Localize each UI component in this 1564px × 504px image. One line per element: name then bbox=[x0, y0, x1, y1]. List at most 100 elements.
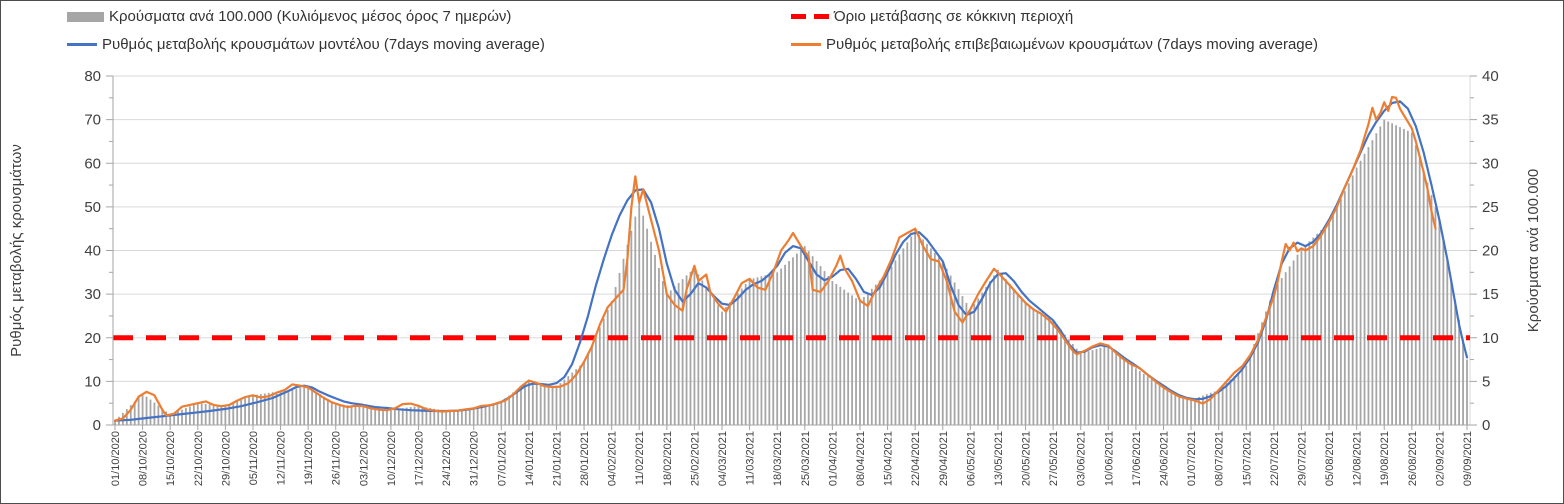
bar bbox=[835, 283, 838, 425]
bar bbox=[1079, 353, 1082, 425]
bar bbox=[1324, 226, 1326, 425]
bar bbox=[382, 409, 384, 425]
bar bbox=[531, 381, 534, 426]
bar bbox=[1430, 195, 1433, 425]
bar bbox=[665, 294, 668, 426]
bar bbox=[1016, 293, 1019, 425]
bar bbox=[1040, 312, 1043, 425]
x-tick-label: 03/12/2020 bbox=[358, 431, 370, 486]
legend-item-threshold: Όριο μετάβασης σε κόκκινη περιοχή bbox=[791, 8, 1073, 25]
bar bbox=[378, 408, 380, 425]
bar bbox=[196, 403, 199, 425]
bar bbox=[259, 394, 262, 425]
legend-item-confirmed-line: Ρυθμός μεταβολής επιβεβαιωμένων κρουσμάτ… bbox=[791, 36, 1318, 53]
bar bbox=[417, 405, 420, 425]
bar bbox=[591, 344, 593, 425]
bar bbox=[1202, 395, 1204, 425]
bar bbox=[476, 407, 479, 425]
bar bbox=[177, 411, 179, 425]
bar bbox=[421, 406, 424, 425]
bar bbox=[524, 383, 526, 425]
bar bbox=[587, 353, 589, 425]
bar bbox=[1410, 132, 1413, 425]
bar bbox=[1166, 389, 1169, 425]
bar bbox=[413, 406, 416, 425]
bar bbox=[1198, 396, 1200, 425]
bar bbox=[492, 403, 495, 425]
bar bbox=[709, 292, 712, 425]
y-right-tick-label: 0 bbox=[1482, 417, 1490, 434]
bar bbox=[918, 234, 920, 425]
bar bbox=[965, 302, 968, 425]
bar bbox=[662, 281, 664, 425]
bar bbox=[1272, 289, 1275, 425]
bar bbox=[200, 403, 203, 425]
bar bbox=[1138, 371, 1141, 425]
y-right-tick-label: 5 bbox=[1482, 373, 1490, 390]
bar bbox=[1064, 334, 1066, 425]
x-tick-label: 12/08/2021 bbox=[1352, 431, 1364, 486]
y-left-tick-label: 10 bbox=[84, 373, 101, 390]
bar bbox=[933, 252, 936, 425]
x-tick-label: 11/03/2021 bbox=[745, 431, 757, 485]
bar bbox=[725, 306, 727, 425]
model-line bbox=[113, 100, 1469, 422]
y-left-tick-label: 20 bbox=[84, 330, 101, 347]
bar bbox=[449, 410, 451, 425]
bar bbox=[571, 372, 574, 425]
bar bbox=[1119, 355, 1122, 425]
bar bbox=[768, 274, 771, 425]
bar bbox=[346, 405, 349, 425]
bar bbox=[1221, 386, 1224, 425]
bar bbox=[181, 409, 183, 425]
bar bbox=[1071, 343, 1074, 425]
bar bbox=[886, 272, 889, 425]
x-tick-label: 05/11/2020 bbox=[248, 431, 260, 485]
bar bbox=[232, 402, 235, 425]
bar bbox=[464, 409, 467, 425]
bar bbox=[863, 296, 865, 425]
bar bbox=[989, 281, 991, 425]
cases-bars bbox=[114, 119, 1468, 426]
x-tick-label: 06/05/2021 bbox=[965, 431, 977, 486]
x-tick-label: 12/11/2020 bbox=[276, 431, 288, 485]
bar bbox=[555, 386, 558, 425]
bar bbox=[1083, 352, 1086, 425]
bar bbox=[693, 267, 696, 425]
bar bbox=[457, 409, 459, 425]
bar bbox=[1320, 230, 1323, 425]
bar bbox=[855, 298, 857, 425]
bar bbox=[484, 405, 487, 425]
bar bbox=[342, 404, 345, 425]
bar bbox=[1123, 358, 1125, 425]
bar bbox=[732, 297, 735, 425]
bar bbox=[673, 286, 676, 425]
bar bbox=[362, 406, 365, 425]
y-left-tick-label: 50 bbox=[84, 199, 101, 216]
bar bbox=[1209, 392, 1212, 425]
x-tick-label: 08/10/2020 bbox=[138, 431, 150, 486]
bar bbox=[145, 396, 148, 425]
bar-swatch-icon bbox=[67, 11, 104, 22]
bar bbox=[598, 327, 601, 425]
bar bbox=[500, 401, 503, 425]
bar bbox=[263, 393, 266, 425]
x-tick-label: 29/10/2020 bbox=[220, 431, 232, 486]
bar bbox=[894, 260, 897, 425]
bar bbox=[859, 301, 861, 425]
bar bbox=[125, 409, 128, 425]
bar bbox=[1312, 237, 1315, 425]
bar bbox=[957, 289, 960, 425]
bar bbox=[902, 248, 905, 425]
bar bbox=[583, 362, 585, 425]
bar bbox=[137, 397, 140, 425]
bar bbox=[646, 228, 649, 425]
bar bbox=[567, 376, 570, 425]
bar bbox=[1375, 133, 1378, 425]
bar bbox=[539, 383, 542, 425]
x-tick-label: 22/04/2021 bbox=[910, 431, 922, 486]
legend-label-model-line: Ρυθμός μεταβολής κρουσμάτων μοντέλου (7d… bbox=[102, 36, 545, 53]
x-tick-label: 27/05/2021 bbox=[1048, 431, 1060, 486]
bar bbox=[1280, 278, 1283, 425]
